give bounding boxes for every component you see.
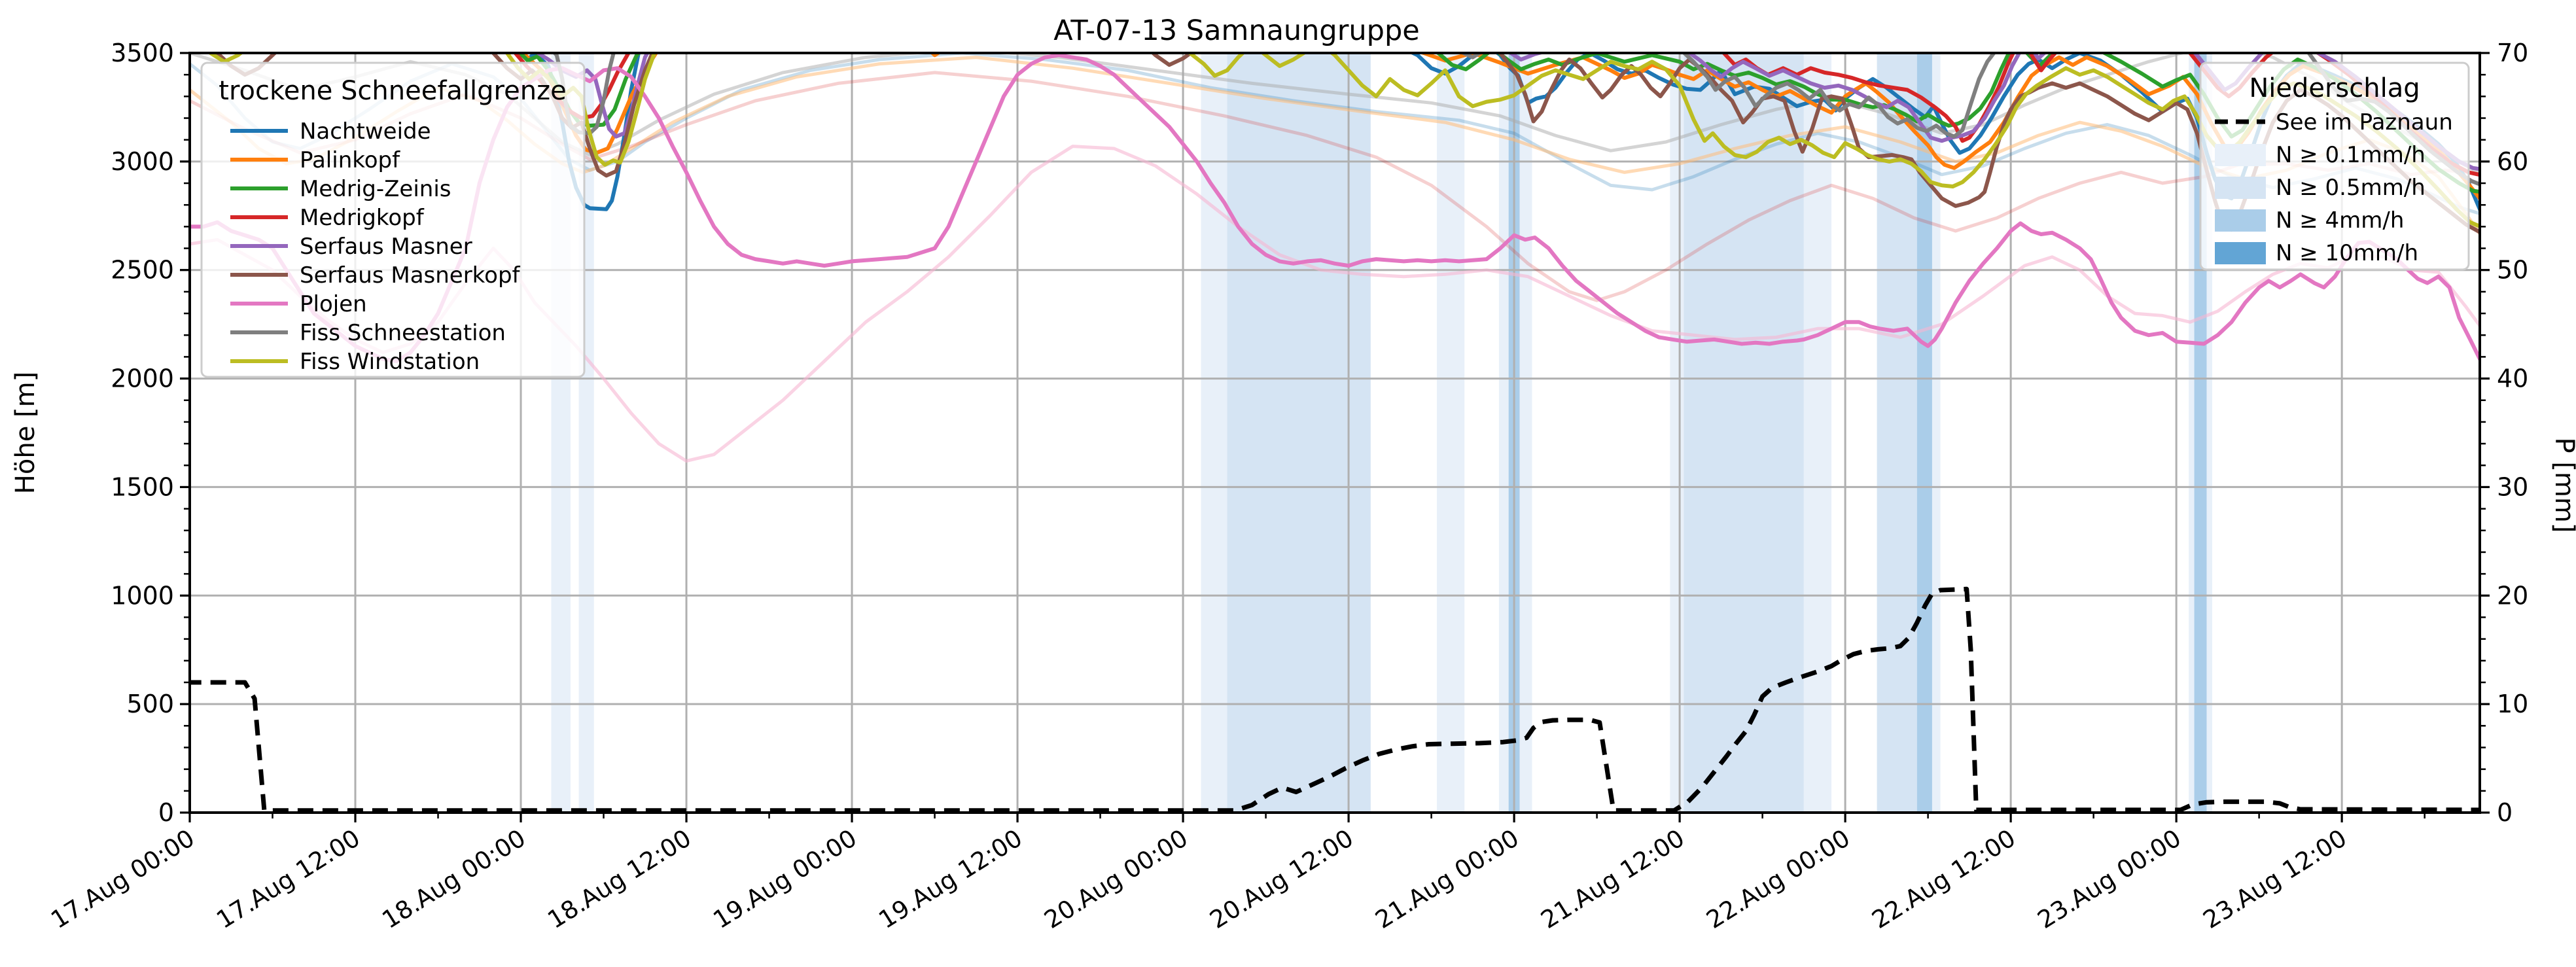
precip-band-level-2	[1877, 53, 1917, 813]
precip-band-level-3	[1916, 53, 1932, 813]
y-right-tick-label: 0	[2497, 798, 2513, 827]
legend-label: N ≥ 10mm/h	[2276, 240, 2418, 266]
x-tick-label: 19.Aug 12:00	[873, 824, 1027, 934]
precip-band-level-1	[1803, 53, 1832, 813]
legend-band-swatch	[2215, 209, 2266, 232]
legend-label: Serfaus Masnerkopf	[300, 262, 521, 289]
precip-band-level-1	[1670, 53, 1684, 813]
chart-title: AT-07-13 Samnaungruppe	[1053, 14, 1420, 47]
legend-label: Nachtweide	[300, 118, 431, 145]
precip-band-level-1	[1437, 53, 1465, 813]
y-right-tick-label: 10	[2497, 690, 2528, 718]
y-left-tick-label: 2500	[111, 256, 174, 285]
see-im-paznaun-line	[190, 586, 2480, 813]
x-tick-label: 23.Aug 00:00	[2033, 824, 2186, 934]
y-left-tick-label: 2000	[111, 364, 174, 393]
legend-precip: Niederschlag See im Paznaun N ≥ 0.1mm/h N ≥…	[2199, 62, 2470, 271]
y-axis-label-left: Höhe [m]	[10, 372, 41, 494]
legend-band-swatch	[2215, 177, 2266, 199]
x-tick-label: 18.Aug 12:00	[542, 824, 696, 934]
legend-label: Medrig-Zeinis	[300, 176, 451, 202]
x-tick-label: 18.Aug 00:00	[377, 824, 530, 934]
legend-label: See im Paznaun	[2276, 109, 2453, 135]
x-tick-label: 21.Aug 00:00	[1371, 824, 1524, 934]
legend-label: Plojen	[300, 291, 367, 317]
y-axis-label-right: P [mm]	[2549, 438, 2576, 533]
precip-band-level-1	[2206, 53, 2212, 813]
precip-bands	[551, 53, 2212, 813]
y-left-tick-label: 1500	[111, 472, 174, 501]
precip-band-level-1	[2189, 53, 2195, 813]
legend-precip-title: Niederschlag	[2249, 73, 2420, 103]
precip-band-level-2	[1684, 53, 1804, 813]
x-tick-label: 19.Aug 00:00	[708, 824, 861, 934]
legend-band-swatch	[2215, 242, 2266, 264]
legend-label: N ≥ 0.5mm/h	[2276, 175, 2426, 201]
x-tick-label: 17.Aug 12:00	[211, 824, 364, 934]
precip-band-level-1	[1498, 53, 1509, 813]
legend-label: Fiss Schneestation	[300, 320, 506, 346]
legend-label: N ≥ 4mm/h	[2276, 207, 2404, 234]
x-tick-label: 17.Aug 00:00	[46, 824, 199, 934]
legend-label: Fiss Windstation	[300, 349, 480, 375]
y-right-tick-label: 70	[2497, 39, 2528, 67]
precip-band-level-1	[1519, 53, 1532, 813]
legend-label: Palinkopf	[300, 147, 400, 173]
x-tick-label: 22.Aug 00:00	[1702, 824, 1855, 934]
legend-band-swatch	[2215, 144, 2266, 166]
y-right-tick-label: 30	[2497, 472, 2528, 501]
precip-band-level-1	[1932, 53, 1941, 813]
series-plojen	[190, 53, 2480, 363]
plot-frame	[188, 52, 2481, 814]
y-left-tick-label: 3500	[111, 39, 174, 67]
legend-snowline: trockene Schneefallgrenze NachtweidePalin…	[200, 62, 586, 378]
y-left-tick-label: 1000	[111, 581, 174, 610]
x-tick-label: 20.Aug 00:00	[1039, 824, 1192, 934]
y-left-tick-label: 3000	[111, 147, 174, 176]
precip-band-level-1	[1201, 53, 1227, 813]
y-right-tick-label: 50	[2497, 256, 2528, 285]
legend-label: N ≥ 0.1mm/h	[2276, 142, 2426, 168]
precip-band-level-2	[1227, 53, 1371, 813]
series-fiss-windstation	[206, 53, 2480, 229]
legend-snowline-title: trockene Schneefallgrenze	[219, 76, 566, 106]
x-tick-label: 21.Aug 12:00	[1536, 824, 1689, 934]
x-tick-label: 22.Aug 12:00	[1867, 824, 2020, 934]
y-right-tick-label: 20	[2497, 581, 2528, 610]
y-right-tick-label: 60	[2497, 147, 2528, 176]
legend-label: Medrigkopf	[300, 205, 425, 231]
y-left-tick-label: 500	[126, 690, 174, 718]
y-left-tick-label: 0	[158, 798, 174, 827]
x-tick-label: 20.Aug 12:00	[1205, 824, 1358, 934]
y-right-tick-label: 40	[2497, 364, 2528, 393]
legend-label: Serfaus Masner	[300, 234, 472, 260]
x-tick-label: 23.Aug 12:00	[2198, 824, 2352, 934]
